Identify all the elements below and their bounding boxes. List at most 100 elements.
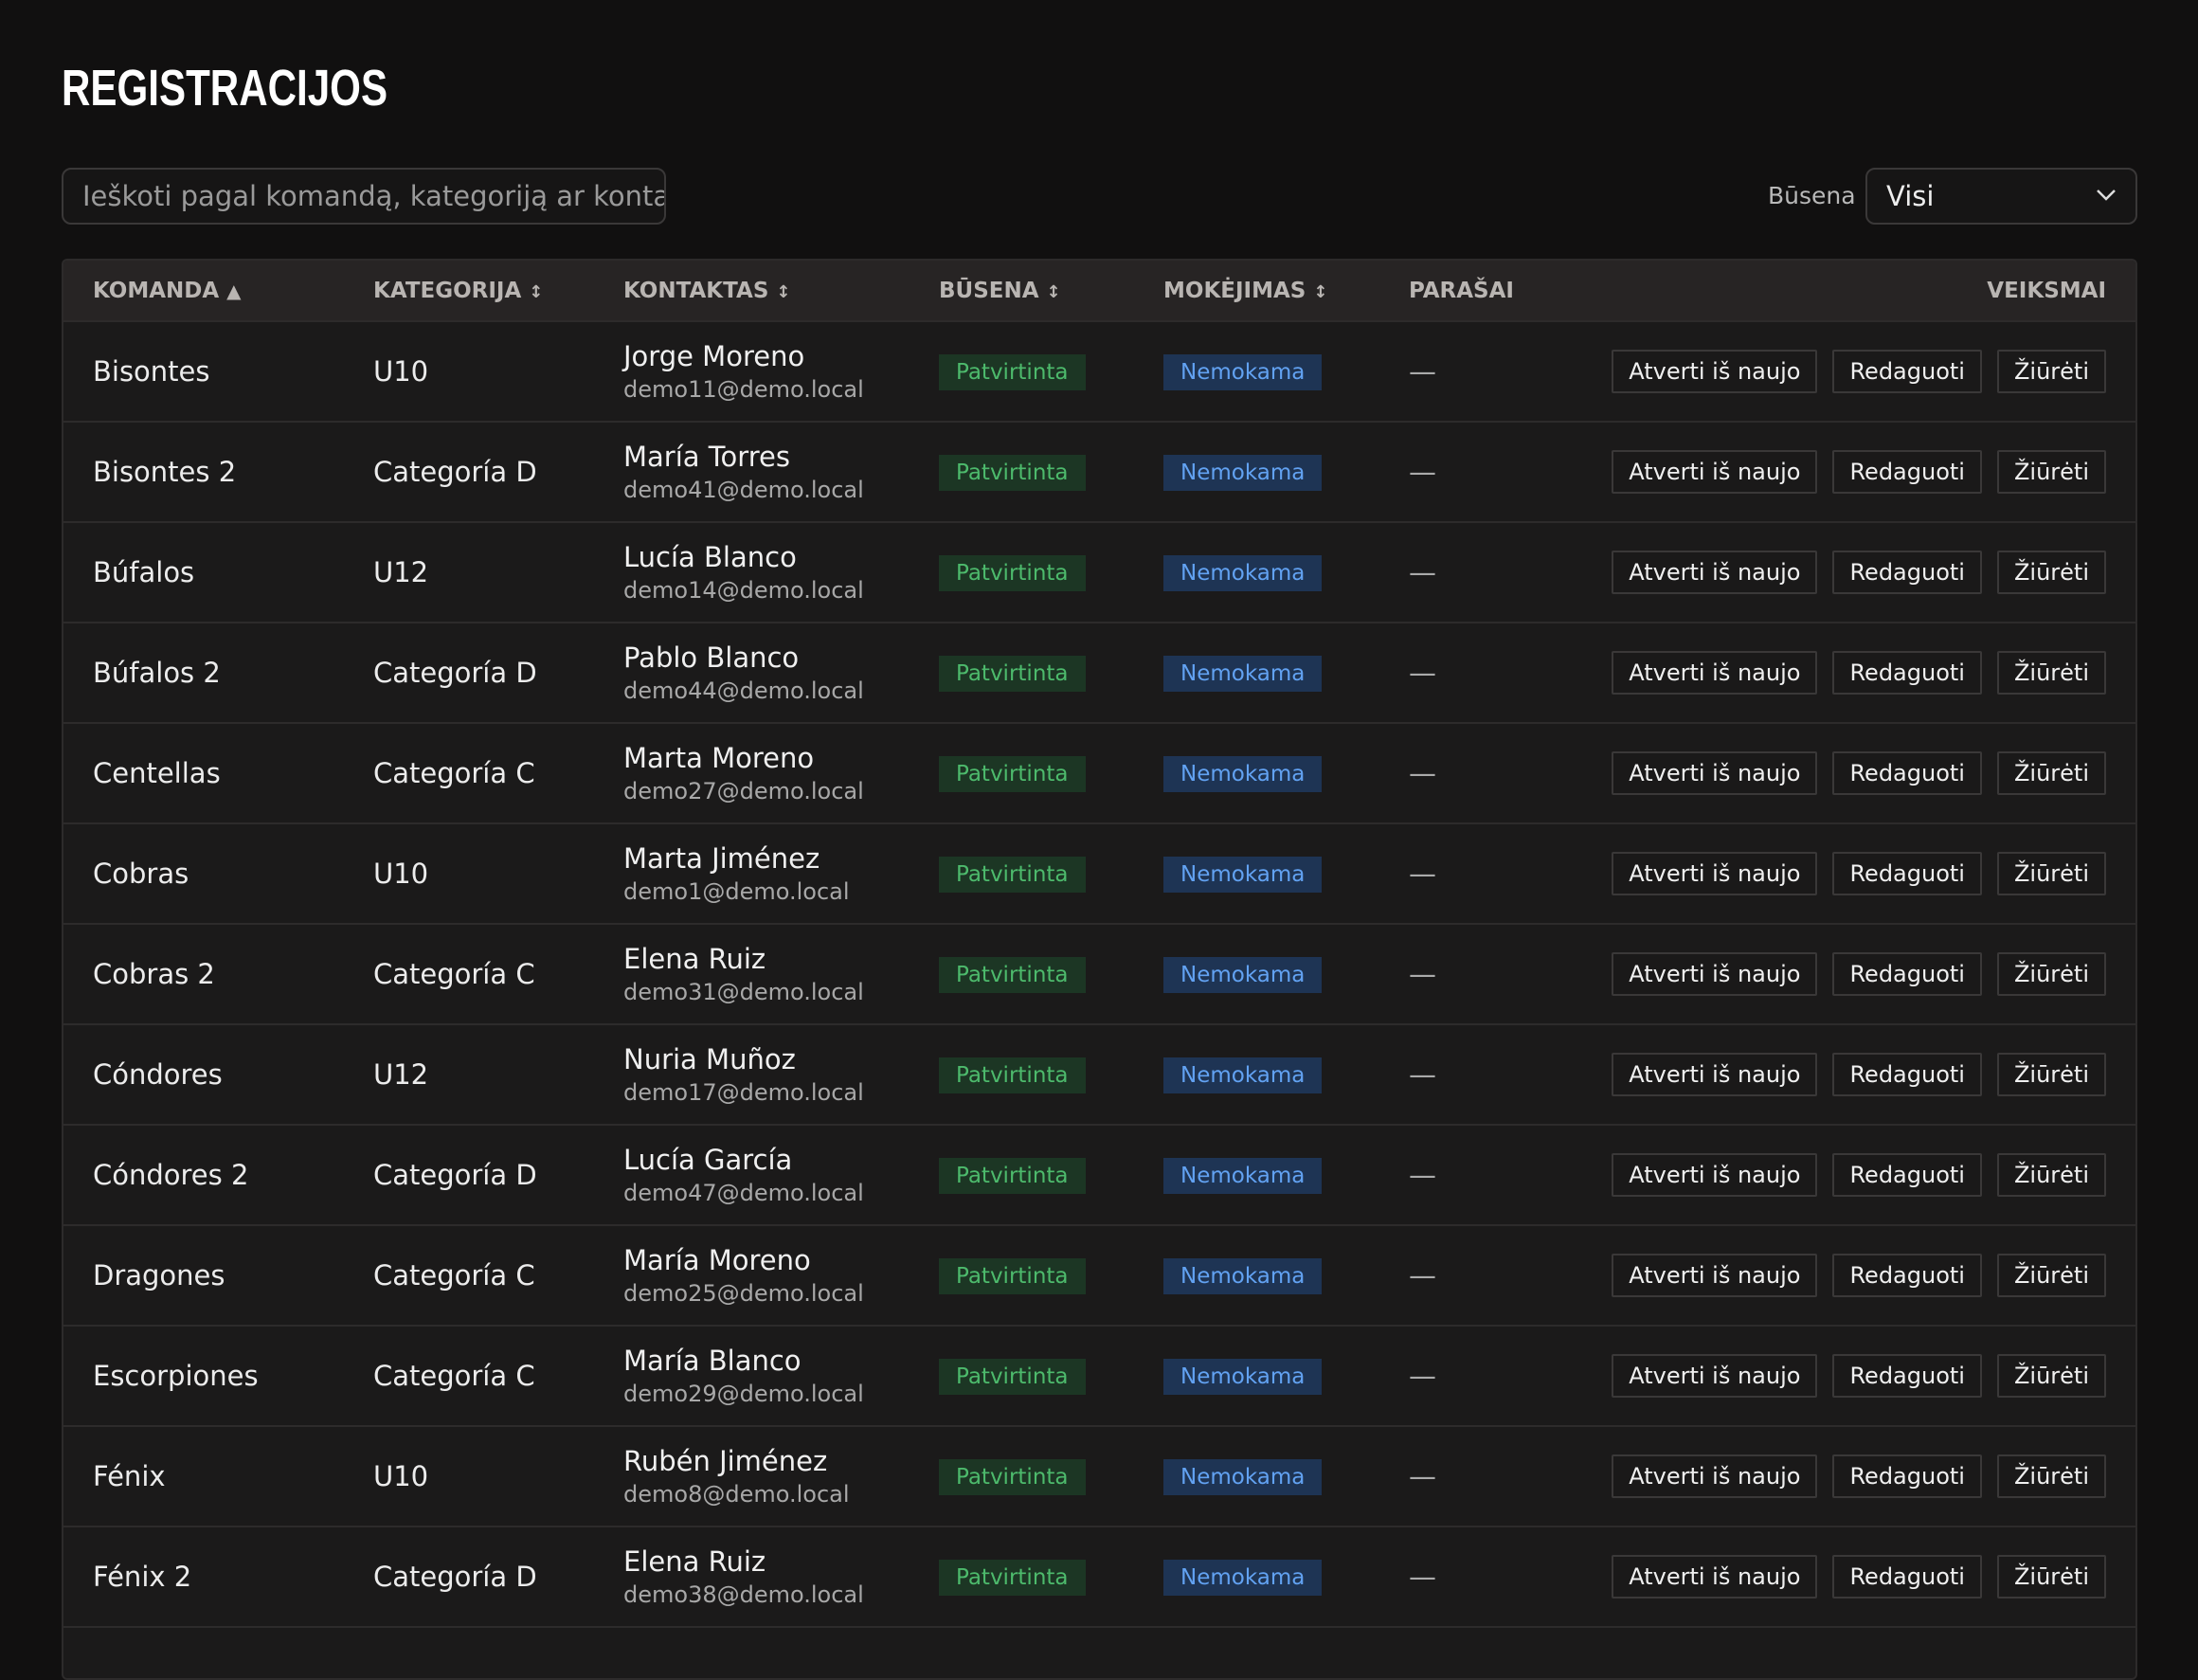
status-select[interactable]: Visi — [1865, 168, 2137, 225]
action-button[interactable]: Redaguoti — [1832, 1454, 1982, 1498]
actions: Atverti iš naujo Redaguoti Žiūrėti — [1612, 350, 2106, 393]
action-button[interactable]: Žiūrėti — [1996, 551, 2106, 594]
column-header[interactable]: KATEGORIJA ↕ — [373, 279, 623, 303]
status-badge: Patvirtinta — [939, 1358, 1086, 1395]
category: Categoría C — [373, 1259, 535, 1292]
action-button[interactable]: Atverti iš naujo — [1612, 852, 1818, 895]
column-header[interactable]: KONTAKTAS ↕ — [623, 279, 939, 303]
action-button[interactable]: Žiūrėti — [1996, 450, 2106, 494]
category: Categoría D — [373, 1561, 537, 1593]
action-button[interactable]: Žiūrėti — [1996, 1153, 2106, 1197]
column-header: VEIKSMAI — [1987, 279, 2106, 303]
action-button[interactable]: Žiūrėti — [1996, 852, 2106, 895]
action-button[interactable]: Atverti iš naujo — [1612, 450, 1818, 494]
action-button[interactable]: Žiūrėti — [1996, 751, 2106, 795]
payment-badge: Nemokama — [1163, 655, 1323, 692]
status-cell: Patvirtinta — [939, 353, 1163, 390]
contact-name: Marta Moreno — [623, 742, 815, 774]
status-badge: Patvirtinta — [939, 1057, 1086, 1093]
action-button[interactable]: Redaguoti — [1832, 852, 1982, 895]
action-button[interactable]: Žiūrėti — [1996, 1254, 2106, 1297]
action-button[interactable]: Redaguoti — [1832, 1153, 1982, 1197]
payment-cell: Nemokama — [1163, 1458, 1409, 1495]
contact-email: demo47@demo.local — [623, 1180, 864, 1206]
action-button[interactable]: Redaguoti — [1832, 952, 1982, 996]
select-value: Visi — [1886, 180, 1935, 212]
payment-cell: Nemokama — [1163, 353, 1409, 390]
sort-indicator: ▲ — [226, 279, 242, 302]
action-button[interactable]: Atverti iš naujo — [1612, 1053, 1818, 1096]
column-header[interactable]: KOMANDA ▲ — [93, 279, 373, 303]
action-button[interactable]: Žiūrėti — [1996, 651, 2106, 695]
category: Categoría C — [373, 757, 535, 789]
contact-email: demo14@demo.local — [623, 577, 864, 604]
action-button[interactable]: Žiūrėti — [1996, 1555, 2106, 1599]
status-badge: Patvirtinta — [939, 655, 1086, 692]
action-button[interactable]: Atverti iš naujo — [1612, 1354, 1818, 1398]
action-button[interactable]: Redaguoti — [1832, 1254, 1982, 1297]
status-badge: Patvirtinta — [939, 1559, 1086, 1596]
category: U10 — [373, 355, 429, 388]
action-button[interactable]: Redaguoti — [1832, 1555, 1982, 1599]
contact-name: Elena Ruiz — [623, 1545, 766, 1578]
action-button[interactable]: Redaguoti — [1832, 1053, 1982, 1096]
category: U12 — [373, 1058, 429, 1091]
action-button[interactable]: Atverti iš naujo — [1612, 751, 1818, 795]
payment-badge: Nemokama — [1163, 1257, 1323, 1294]
action-button[interactable]: Redaguoti — [1832, 551, 1982, 594]
table-row: Dragones Categoría C María Moreno demo25@de… — [63, 1226, 2135, 1327]
category: Categoría C — [373, 1360, 535, 1392]
search-input[interactable]: Ieškoti pagal komandą, kategoriją ar kon… — [62, 168, 666, 225]
table-row: Búfalos 2 Categoría D Pablo Blanco demo44@d… — [63, 623, 2135, 724]
action-button[interactable]: Redaguoti — [1832, 651, 1982, 695]
table-row: Bisontes U10 Jorge Moreno demo11@demo.local… — [63, 322, 2135, 423]
action-button[interactable]: Žiūrėti — [1996, 1454, 2106, 1498]
action-button[interactable]: Redaguoti — [1832, 350, 1982, 393]
action-button[interactable]: Atverti iš naujo — [1612, 551, 1818, 594]
payment-cell: Nemokama — [1163, 554, 1409, 591]
action-button[interactable]: Redaguoti — [1832, 450, 1982, 494]
action-button[interactable]: Redaguoti — [1832, 1354, 1982, 1398]
contact: María Torres demo41@demo.local — [623, 441, 939, 503]
status-cell: Patvirtinta — [939, 655, 1163, 692]
action-button[interactable]: Redaguoti — [1832, 751, 1982, 795]
contact: Pablo Blanco demo44@demo.local — [623, 641, 939, 704]
actions: Atverti iš naujo Redaguoti Žiūrėti — [1612, 952, 2106, 996]
payment-cell: Nemokama — [1163, 1559, 1409, 1596]
action-button[interactable]: Žiūrėti — [1996, 1354, 2106, 1398]
actions: Atverti iš naujo Redaguoti Žiūrėti — [1612, 1153, 2106, 1197]
payment-badge: Nemokama — [1163, 454, 1323, 491]
status-badge: Patvirtinta — [939, 1157, 1086, 1194]
payment-cell: Nemokama — [1163, 755, 1409, 792]
team-name: Búfalos — [93, 556, 195, 588]
action-button[interactable]: Žiūrėti — [1996, 1053, 2106, 1096]
team-name: Bisontes — [93, 355, 210, 388]
payment-cell: Nemokama — [1163, 856, 1409, 893]
column-label: KATEGORIJA — [373, 278, 522, 303]
contact-email: demo31@demo.local — [623, 979, 864, 1005]
payment-badge: Nemokama — [1163, 956, 1323, 993]
contact-name: Rubén Jiménez — [623, 1445, 828, 1477]
action-button[interactable]: Žiūrėti — [1996, 952, 2106, 996]
category: Categoría C — [373, 958, 535, 990]
action-button[interactable]: Atverti iš naujo — [1612, 1153, 1818, 1197]
column-header[interactable]: MOKĖJIMAS ↕ — [1163, 279, 1409, 303]
signatures: — — [1409, 1360, 1436, 1392]
category: Categoría D — [373, 456, 537, 488]
status-cell: Patvirtinta — [939, 1157, 1163, 1194]
action-button[interactable]: Atverti iš naujo — [1612, 1454, 1818, 1498]
action-button[interactable]: Atverti iš naujo — [1612, 1555, 1818, 1599]
column-label: KONTAKTAS — [623, 278, 769, 303]
action-button[interactable]: Atverti iš naujo — [1612, 1254, 1818, 1297]
action-button[interactable]: Atverti iš naujo — [1612, 952, 1818, 996]
payment-badge: Nemokama — [1163, 1358, 1323, 1395]
status-badge: Patvirtinta — [939, 1458, 1086, 1495]
action-button[interactable]: Atverti iš naujo — [1612, 651, 1818, 695]
contact-name: Pablo Blanco — [623, 641, 800, 674]
action-button[interactable]: Atverti iš naujo — [1612, 350, 1818, 393]
contact: Elena Ruiz demo31@demo.local — [623, 943, 939, 1005]
status-badge: Patvirtinta — [939, 956, 1086, 993]
action-button[interactable]: Žiūrėti — [1996, 350, 2106, 393]
column-header[interactable]: BŪSENA ↕ — [939, 279, 1163, 303]
